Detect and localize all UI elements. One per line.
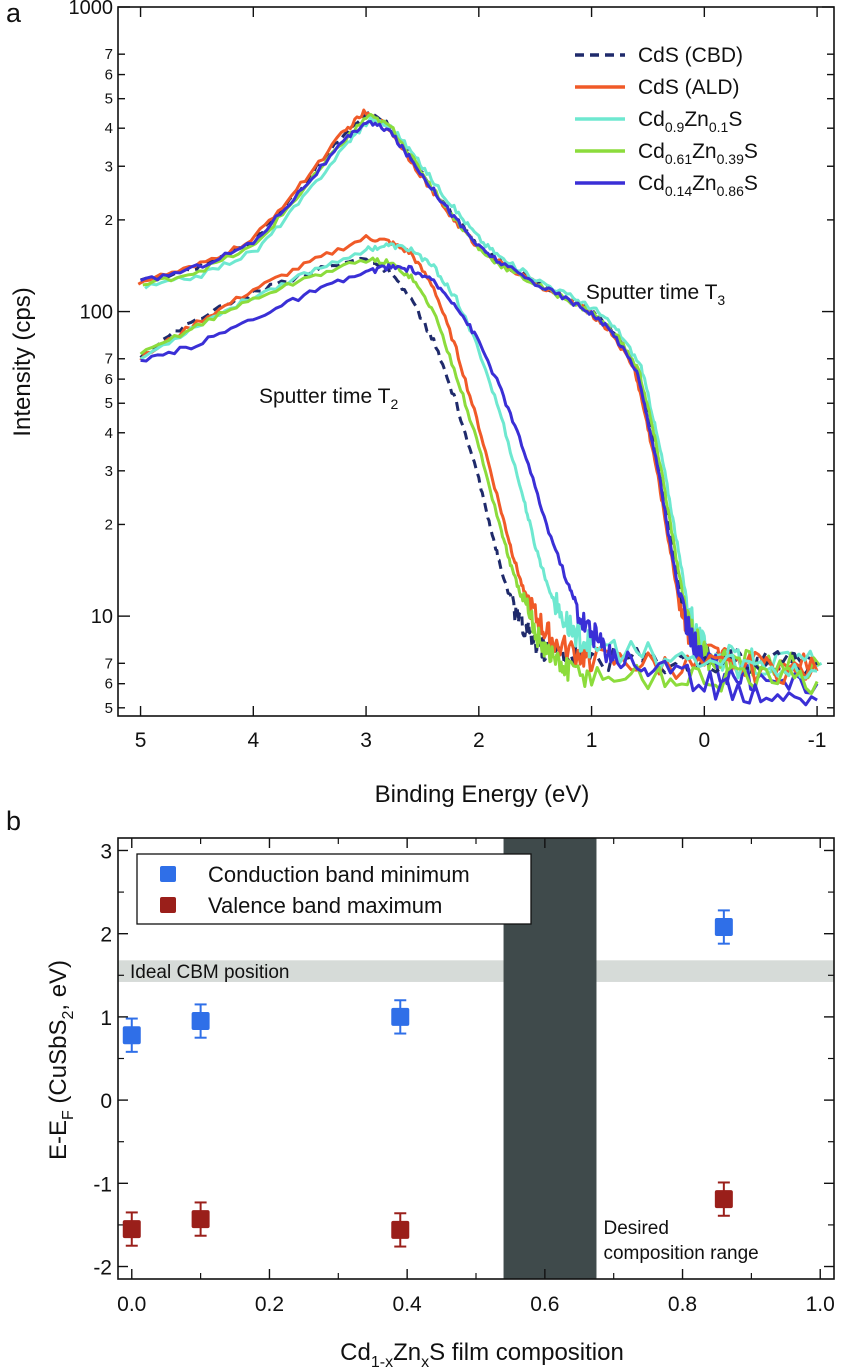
panel-a-x-tick-label: 4 [247,729,259,752]
panel-a-y-tick-label: 6 [105,371,113,388]
panel-b-legend-swatch [160,866,176,882]
panel-a-legend-label: CdS (ALD) [638,76,740,99]
panel-a-series-line [144,116,823,676]
panel-a-series [137,108,823,707]
panel-a-series-line [137,108,817,678]
panel-a-y-tick-label: 4 [105,425,113,442]
panel-a-legend-label: Cd0.14Zn0.86S [638,172,758,199]
panel-b-y-tick-label: 3 [100,840,112,863]
data-point [391,1220,410,1239]
data-point [714,1190,733,1209]
data-point [191,1210,210,1229]
panel-b-x-ticks: 0.0 0.2 0.4 0.6 0.8 1.0 [117,838,835,1316]
panel-b-y-tick-label: 2 [100,924,112,947]
panel-a-legend-label: CdS (CBD) [638,44,743,67]
panel-a-y-tick-label: 10 [91,606,113,628]
panel-b-x-tick-label: 0.8 [668,1293,697,1316]
panel-b-y-tick-label: 1 [100,1007,112,1030]
panel-a-y-tick-label: 5 [105,395,113,412]
panel-a-y-tick-label: 6 [105,67,113,84]
panel-a-series-line [139,256,818,678]
panel-a-x-tick-label: -1 [808,729,827,752]
panel-a-x-tick-label: 1 [586,729,598,752]
panel-b-x-tick-label: 0.2 [255,1293,284,1316]
panel-b-regions: Ideal CBM position Desired composition ran… [118,838,834,1279]
desired-composition-label: composition range [603,1243,758,1264]
data-point [391,1007,410,1026]
panel-a-annotation: Sputter time T3 [586,281,726,308]
panel-a-y-tick-label: 7 [105,351,113,368]
panel-a-series-line [140,120,819,695]
panel-a-frame [117,6,835,717]
panel-b-y-ticks: -2 -1 0 1 2 3 [93,840,834,1280]
panel-a-y-tick-label: 3 [105,463,113,480]
data-point [714,918,733,937]
panel-b-legend-box [136,853,532,925]
ideal-cbm-band [118,960,834,982]
panel-a-y-tick-label: 100 [80,302,113,324]
panel-a-series-line [139,234,819,685]
data-point [122,1026,141,1045]
panel-a-series-line [140,263,818,707]
panel-b-x-tick-label: 1.0 [806,1293,835,1316]
panel-a-legend-label: Cd0.9Zn0.1S [638,108,742,135]
panel-a-x-tick-label: 3 [360,729,372,752]
panel-b-y-tick-label: -1 [93,1173,112,1196]
ideal-cbm-label: Ideal CBM position [130,962,289,983]
panel-b-legend: Conduction band minimum Valence band maxi… [136,853,532,925]
panel-a-y-tick-label: 1000 [69,0,114,19]
panel-b-legend-label: Conduction band minimum [208,862,470,887]
panel-b-series [122,909,733,1248]
panel-a-series-line [139,242,818,680]
panel-a-y-tick-label: 7 [105,655,113,672]
panel-b-x-axis-label: Cd1-xZnxS film composition [340,1339,624,1371]
data-point [191,1012,210,1031]
panel-b-legend-swatch [160,897,176,913]
panel-a-y-tick-label: 6 [105,676,113,693]
panel-a-x-tick-label: 2 [473,729,485,752]
panel-a-y-tick-label: 5 [105,91,113,108]
panel-a-series-line [139,256,819,695]
panel-a-label: a [6,0,22,28]
panel-a-legend: CdS (CBD) CdS (ALD) Cd0.9Zn0.1S Cd0.61Zn0.3… [575,44,758,199]
data-point [122,1220,141,1239]
panel-a-y-ticks: 1000 7 6 5 4 3 2 100 7 6 5 4 3 2 10 7 6 5 [69,0,834,717]
panel-a-legend-label: Cd0.61Zn0.39S [638,140,758,167]
panel-a-y-tick-label: 2 [105,516,113,533]
panel-b-y-axis-label: E-EF (CuSbS2, eV) [45,960,77,1160]
panel-b-x-tick-label: 0.0 [117,1293,146,1316]
panel-b-label: b [6,806,21,836]
panel-b-y-tick-label: 0 [100,1090,112,1113]
panel-a-x-axis-label: Binding Energy (eV) [375,781,590,808]
panel-a-annotation: Sputter time T2 [259,385,399,412]
panel-b-x-tick-label: 0.6 [530,1293,559,1316]
panel-b-y-tick-label: -2 [93,1257,112,1280]
panel-a-x-tick-label: 0 [698,729,710,752]
panel-a-y-tick-label: 2 [105,212,113,229]
panel-a-y-tick-label: 5 [105,700,113,717]
panel-a-y-tick-label: 4 [105,120,113,137]
panel-a-x-tick-label: 5 [135,729,147,752]
panel-a-series-line [140,111,819,676]
desired-composition-label: Desired [603,1218,668,1239]
panel-a-y-axis-label: Intensity (cps) [9,287,36,436]
panel-a-annotations: Sputter time T3 Sputter time T2 [259,281,725,412]
panel-b-x-tick-label: 0.4 [393,1293,423,1316]
panel-b-chart: Ideal CBM position Desired composition ran… [45,837,835,1371]
panel-a-y-tick-label: 7 [105,46,113,63]
panel-a-y-tick-label: 3 [105,158,113,175]
panel-a-x-ticks: 5 4 3 2 1 0 -1 [135,7,827,752]
panel-b-legend-label: Valence band maximum [208,893,442,918]
